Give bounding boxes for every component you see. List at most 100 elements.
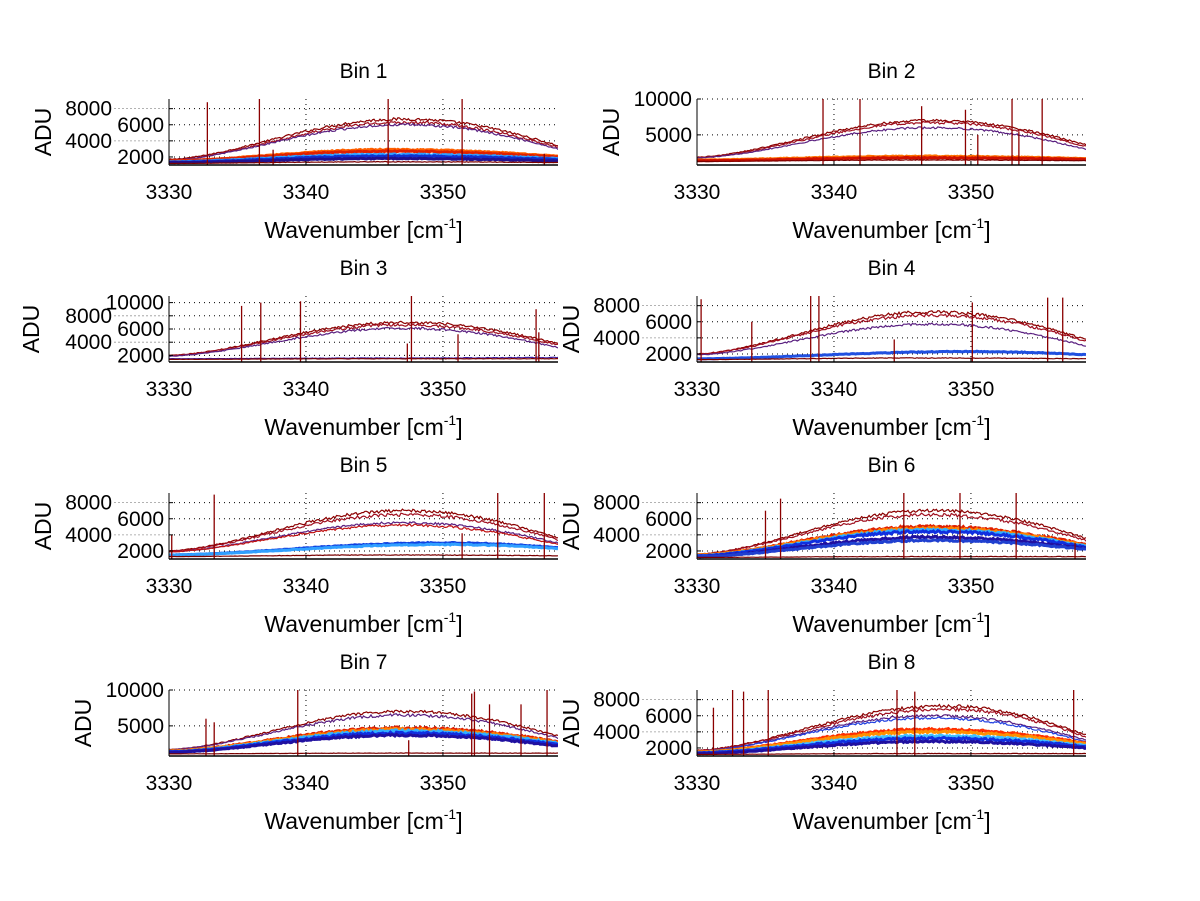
x-axis-label-close: ] bbox=[984, 217, 990, 243]
x-axis-label-main: Wavenumber [cm bbox=[264, 808, 443, 834]
y-tick-label: 10000 bbox=[106, 679, 164, 702]
series-band-navy-band bbox=[169, 732, 558, 755]
series-high-purple bbox=[169, 713, 558, 751]
series-band-blue-band bbox=[697, 735, 1086, 755]
x-tick-label: 3350 bbox=[420, 772, 467, 795]
y-tick-label: 10000 bbox=[106, 292, 164, 315]
subplot-title: Bin 2 bbox=[868, 60, 916, 83]
x-axis-label: Wavenumber [cm-1] bbox=[264, 806, 462, 834]
series-high-dark-red-2 bbox=[169, 120, 558, 162]
series-high-dark-red-1 bbox=[169, 508, 558, 552]
x-axis-label: Wavenumber [cm-1] bbox=[792, 609, 990, 637]
subplot-title: Bin 1 bbox=[340, 60, 388, 83]
series-high-dark-red-1 bbox=[169, 117, 558, 160]
y-tick-label: 4000 bbox=[65, 331, 112, 354]
x-axis-label-close: ] bbox=[456, 414, 462, 440]
x-tick-label: 3350 bbox=[948, 181, 995, 204]
series-base-dark-red bbox=[169, 752, 558, 755]
plot-area bbox=[169, 690, 558, 756]
y-tick-label: 4000 bbox=[593, 721, 640, 744]
y-tick-label: 2000 bbox=[645, 540, 692, 563]
series-band-cyan-band bbox=[169, 542, 558, 557]
series-high-purple bbox=[169, 521, 558, 553]
grid bbox=[169, 296, 558, 362]
x-axis-label-main: Wavenumber [cm bbox=[264, 217, 443, 243]
x-tick-label: 3330 bbox=[674, 772, 721, 795]
plot-area bbox=[697, 493, 1086, 559]
series-base-dark-red bbox=[697, 357, 1086, 361]
y-tick-label: 6000 bbox=[117, 114, 164, 137]
y-tick-label: 2000 bbox=[117, 344, 164, 367]
plot-area bbox=[169, 99, 558, 165]
x-axis-label-superscript: -1 bbox=[444, 412, 457, 428]
y-tick-label: 6000 bbox=[645, 705, 692, 728]
x-tick-label: 3330 bbox=[146, 772, 193, 795]
series-high-red-2 bbox=[169, 322, 558, 357]
x-axis-label-superscript: -1 bbox=[972, 412, 985, 428]
y-axis-label: ADU bbox=[558, 699, 584, 748]
x-axis-label-close: ] bbox=[456, 217, 462, 243]
y-tick-label: 8000 bbox=[593, 295, 640, 318]
y-axis-label: ADU bbox=[30, 502, 56, 551]
x-tick-label: 3350 bbox=[948, 378, 995, 401]
series-mid-blue bbox=[697, 716, 1086, 752]
x-tick-label: 3340 bbox=[811, 181, 858, 204]
subplot-bin-2: Bin 2 3330 3340 3350 5000 10000 Wavenumber [cm… bbox=[598, 60, 1086, 243]
y-tick-label: 8000 bbox=[65, 98, 112, 121]
y-tick-label: 2000 bbox=[645, 737, 692, 760]
x-tick-label: 3350 bbox=[948, 772, 995, 795]
x-axis-label-superscript: -1 bbox=[972, 215, 985, 231]
x-axis-label-close: ] bbox=[984, 414, 990, 440]
x-tick-label: 3330 bbox=[674, 181, 721, 204]
series-high-red-2 bbox=[697, 120, 1086, 159]
x-tick-label: 3340 bbox=[811, 772, 858, 795]
y-tick-label: 5000 bbox=[117, 715, 164, 738]
x-tick-label: 3330 bbox=[146, 378, 193, 401]
x-axis-label: Wavenumber [cm-1] bbox=[264, 412, 462, 440]
series-band-red-band bbox=[169, 149, 558, 163]
y-tick-label: 6000 bbox=[645, 311, 692, 334]
series-high-purple bbox=[697, 713, 1086, 753]
y-tick-label: 5000 bbox=[645, 124, 692, 147]
x-axis-label-main: Wavenumber [cm bbox=[792, 414, 971, 440]
x-axis-label-superscript: -1 bbox=[444, 806, 457, 822]
subplot-title: Bin 8 bbox=[868, 651, 916, 674]
x-axis-label-main: Wavenumber [cm bbox=[264, 414, 443, 440]
subplot-title: Bin 4 bbox=[868, 257, 916, 280]
x-axis-label-close: ] bbox=[456, 611, 462, 637]
series-high-purple bbox=[169, 122, 558, 161]
grid bbox=[169, 689, 558, 756]
subplot-title: Bin 7 bbox=[340, 651, 388, 674]
plot-area bbox=[697, 690, 1086, 756]
y-tick-label: 6000 bbox=[117, 318, 164, 341]
y-tick-label: 2000 bbox=[117, 540, 164, 563]
x-tick-label: 3340 bbox=[283, 772, 330, 795]
plot-area bbox=[697, 99, 1086, 165]
subplot-title: Bin 6 bbox=[868, 454, 916, 477]
series-mid-red bbox=[169, 523, 558, 553]
y-tick-label: 4000 bbox=[65, 130, 112, 153]
y-tick-label: 8000 bbox=[65, 305, 112, 328]
series-base-dark-red bbox=[169, 554, 558, 558]
x-tick-label: 3330 bbox=[146, 575, 193, 598]
series-high-red-2 bbox=[697, 312, 1086, 355]
y-axis-label: ADU bbox=[70, 699, 96, 748]
x-tick-label: 3330 bbox=[146, 181, 193, 204]
series-band-low-blue-band bbox=[697, 537, 1086, 559]
x-tick-label: 3330 bbox=[674, 378, 721, 401]
x-tick-label: 3350 bbox=[420, 181, 467, 204]
y-axis-label: ADU bbox=[18, 305, 44, 354]
series-band-red-band bbox=[697, 155, 1086, 163]
y-tick-label: 2000 bbox=[117, 146, 164, 169]
series-band-blue-band bbox=[697, 349, 1086, 361]
subplot-title: Bin 3 bbox=[340, 257, 388, 280]
y-tick-label: 8000 bbox=[65, 492, 112, 515]
x-tick-label: 3340 bbox=[283, 181, 330, 204]
x-axis-label: Wavenumber [cm-1] bbox=[792, 412, 990, 440]
x-axis-label-main: Wavenumber [cm bbox=[264, 611, 443, 637]
